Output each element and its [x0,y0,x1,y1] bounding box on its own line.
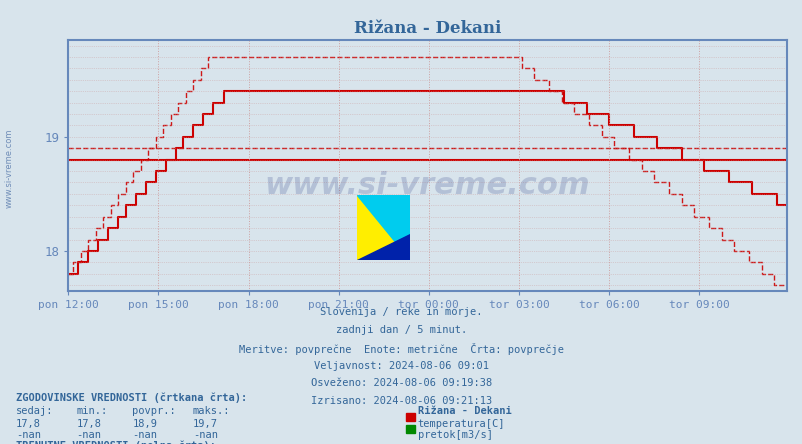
Polygon shape [357,234,409,260]
Text: Meritve: povprečne  Enote: metrične  Črta: povprečje: Meritve: povprečne Enote: metrične Črta:… [239,343,563,355]
Text: -nan: -nan [192,430,217,440]
Text: www.si-vreme.com: www.si-vreme.com [265,171,589,200]
Text: povpr.:: povpr.: [132,406,176,416]
Text: Osveženo: 2024-08-06 09:19:38: Osveženo: 2024-08-06 09:19:38 [310,378,492,388]
Text: 19,7: 19,7 [192,419,217,429]
Text: Izrisano: 2024-08-06 09:21:13: Izrisano: 2024-08-06 09:21:13 [310,396,492,406]
Polygon shape [357,195,409,260]
Text: ZGODOVINSKE VREDNOSTI (črtkana črta):: ZGODOVINSKE VREDNOSTI (črtkana črta): [16,393,247,404]
Text: www.si-vreme.com: www.si-vreme.com [5,129,14,209]
Text: Rižana - Dekani: Rižana - Dekani [417,406,511,416]
Text: -nan: -nan [132,430,157,440]
Text: pretok[m3/s]: pretok[m3/s] [417,430,492,440]
Text: -nan: -nan [76,430,101,440]
Text: maks.:: maks.: [192,406,230,416]
Text: min.:: min.: [76,406,107,416]
Text: temperatura[C]: temperatura[C] [417,419,504,429]
Text: Veljavnost: 2024-08-06 09:01: Veljavnost: 2024-08-06 09:01 [314,361,488,371]
Text: zadnji dan / 5 minut.: zadnji dan / 5 minut. [335,325,467,335]
Text: sedaj:: sedaj: [16,406,54,416]
Text: -nan: -nan [16,430,41,440]
Text: 18,9: 18,9 [132,419,157,429]
Text: Slovenija / reke in morje.: Slovenija / reke in morje. [320,307,482,317]
Text: 17,8: 17,8 [76,419,101,429]
Text: 17,8: 17,8 [16,419,41,429]
Text: TRENUTNE VREDNOSTI (polna črta):: TRENUTNE VREDNOSTI (polna črta): [16,441,216,444]
Title: Rižana - Dekani: Rižana - Dekani [354,20,500,37]
